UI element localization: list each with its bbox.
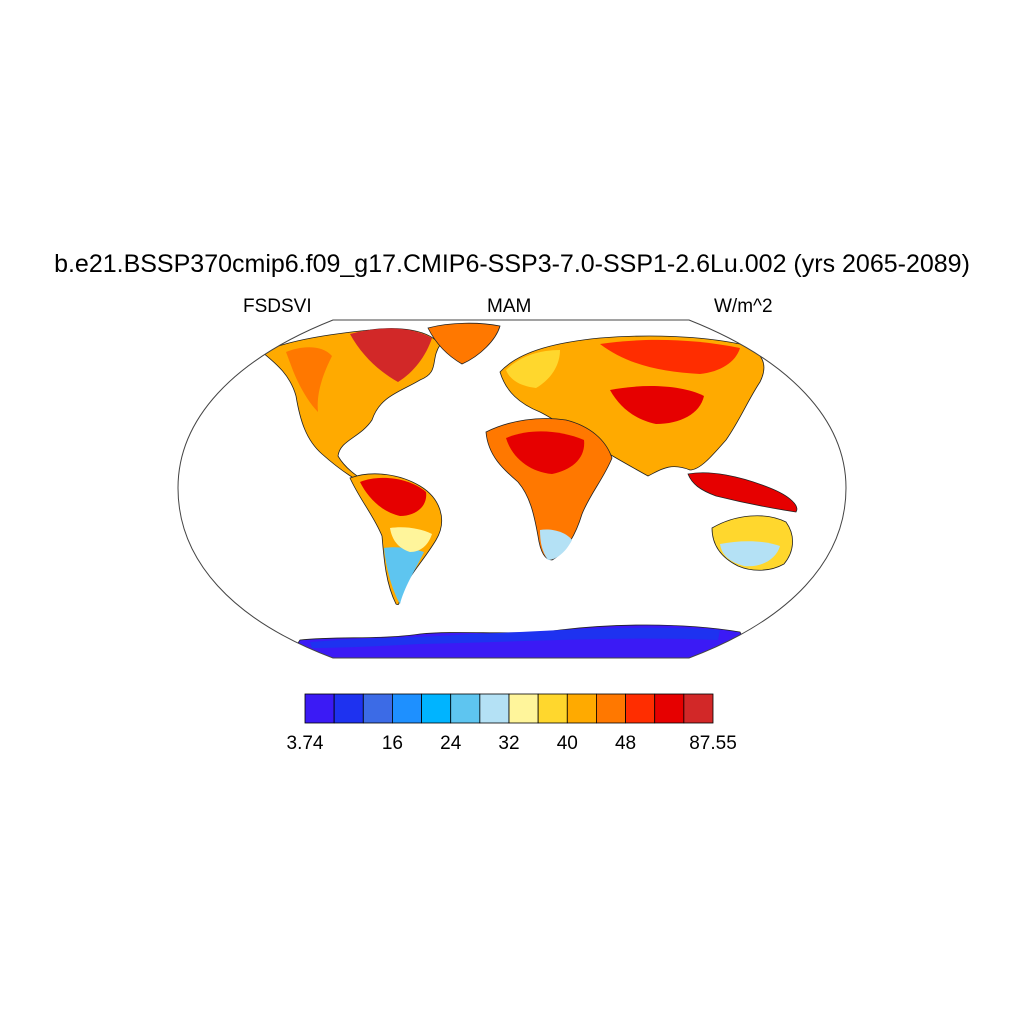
colorbar-swatch (566, 693, 597, 724)
amazon (360, 477, 427, 516)
colorbar-swatch (508, 693, 539, 724)
colorbar-tick-label: 32 (498, 733, 520, 754)
colorbar (304, 693, 714, 724)
antarctica-coast (310, 627, 720, 648)
season-label: MAM (487, 296, 532, 317)
colorbar-tick-label: 24 (440, 733, 462, 754)
colorbar-swatch (450, 693, 481, 724)
colorbar-swatch (479, 693, 510, 724)
colorbar-swatch (333, 693, 364, 724)
colorbar-swatch (392, 693, 422, 724)
map-land (261, 322, 798, 658)
units-label: W/m^2 (714, 296, 773, 317)
colorbar-swatch (421, 693, 452, 724)
variable-label: FSDSVI (243, 296, 312, 317)
colorbar-swatch (537, 693, 568, 724)
colorbar-swatch (596, 693, 626, 724)
colorbar-swatch (683, 693, 714, 724)
maritime-continent (687, 472, 798, 513)
central-asia-hot (610, 386, 704, 424)
canada-east (350, 328, 432, 382)
north-america-west (286, 347, 332, 412)
colorbar-swatch (625, 693, 656, 724)
south-america-mid (390, 527, 432, 552)
colorbar-swatch (304, 693, 335, 724)
colorbar-tick-label: 16 (381, 733, 403, 754)
australia-south (720, 541, 780, 567)
colorbar-swatch (362, 693, 393, 724)
plot-title: b.e21.BSSP370cmip6.f09_g17.CMIP6-SSP3-7.… (54, 250, 970, 278)
sahara-hot (506, 431, 585, 474)
colorbar-tick-label: 3.74 (286, 733, 324, 754)
colorbar-tick-label: 40 (556, 733, 578, 754)
europe-yellow (506, 350, 560, 388)
south-america-south (384, 547, 424, 604)
siberia-warm (600, 339, 740, 374)
greenland (427, 322, 501, 365)
southern-africa (540, 529, 572, 560)
colorbar-tick-label: 87.55 (689, 733, 737, 754)
map-boundary (177, 319, 847, 659)
colorbar-tick-label: 48 (614, 733, 637, 754)
colorbar-swatch (654, 693, 685, 724)
